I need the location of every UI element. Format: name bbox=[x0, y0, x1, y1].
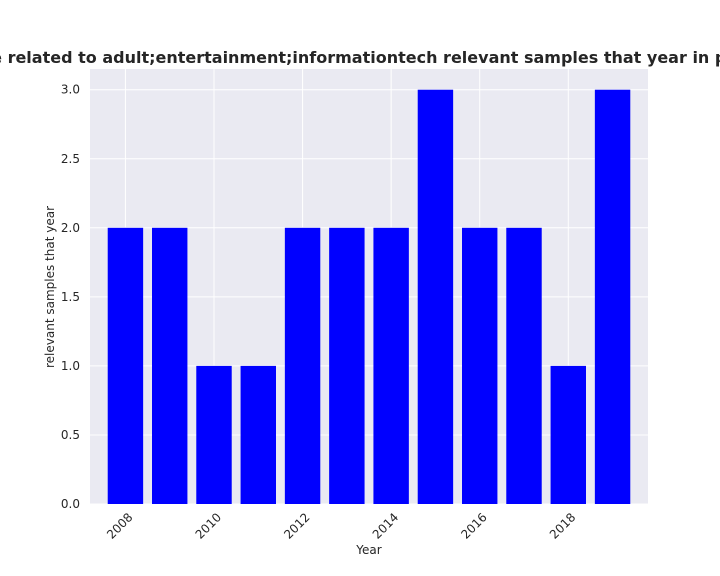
y-tick-label: 2.5 bbox=[61, 152, 80, 166]
bar bbox=[417, 89, 454, 504]
y-tick-label: 2.0 bbox=[61, 221, 80, 235]
bar bbox=[196, 365, 232, 504]
bar bbox=[107, 227, 144, 505]
bar bbox=[240, 365, 276, 504]
bar bbox=[152, 227, 188, 505]
x-tick-label: 2014 bbox=[370, 510, 401, 541]
y-tick-label: 1.5 bbox=[61, 290, 80, 304]
x-tick-label: 2012 bbox=[281, 510, 312, 541]
bar bbox=[594, 89, 631, 504]
bars bbox=[107, 89, 631, 505]
bar bbox=[462, 227, 498, 505]
y-tick-label: 0.5 bbox=[61, 428, 80, 442]
y-tick-label: 0.0 bbox=[61, 497, 80, 511]
x-axis-label: Year bbox=[355, 543, 381, 557]
bar bbox=[329, 227, 365, 505]
chart-title: ories are related to adult;entertainment… bbox=[0, 48, 720, 67]
x-tick-label: 2018 bbox=[547, 510, 578, 541]
x-tick-label: 2016 bbox=[458, 510, 489, 541]
y-tick-label: 3.0 bbox=[61, 83, 80, 97]
x-tick-label: 2008 bbox=[104, 510, 135, 541]
x-tick-label: 2010 bbox=[193, 510, 224, 541]
y-tick-label: 1.0 bbox=[61, 359, 80, 373]
y-axis-label: relevant samples that year bbox=[43, 206, 57, 368]
bar bbox=[373, 227, 409, 505]
y-axis-ticks: 0.0 0.5 1.0 1.5 2.0 2.5 3.0 bbox=[61, 83, 80, 511]
bar bbox=[284, 227, 321, 505]
x-axis-ticks: 2008 2010 2012 2014 2016 2018 bbox=[104, 510, 578, 541]
bar bbox=[550, 365, 586, 504]
bar bbox=[506, 227, 542, 505]
